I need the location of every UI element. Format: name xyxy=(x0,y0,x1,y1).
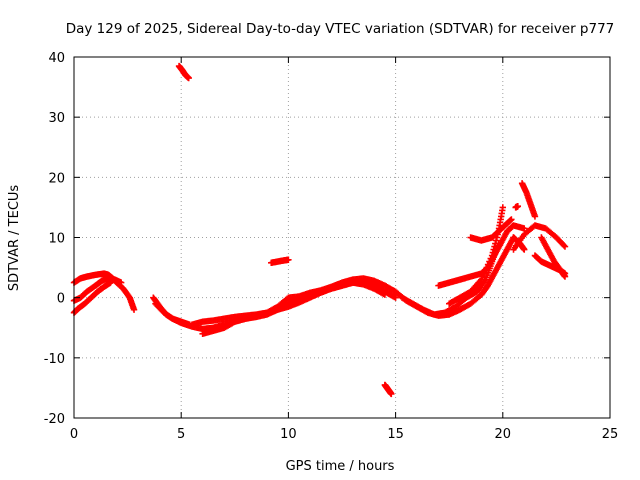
data-point xyxy=(285,256,292,263)
data-point xyxy=(514,203,522,210)
series-track-g xyxy=(188,275,399,328)
y-tick-label: 10 xyxy=(48,232,65,247)
y-axis-label: SDTVAR / TECUs xyxy=(7,185,22,292)
x-tick-label: 15 xyxy=(387,427,404,442)
data-point xyxy=(521,225,528,232)
data-point xyxy=(117,279,125,286)
tick-layer: 0 5 10 15 20 25 -20 -10 0 10 20 30 40 xyxy=(44,51,619,442)
series-track-u xyxy=(381,381,395,398)
series-track-l xyxy=(467,216,515,244)
x-tick-label: 10 xyxy=(280,427,297,442)
y-tick-label: -20 xyxy=(44,412,65,427)
y-tick-label: -10 xyxy=(44,352,65,367)
series-track-c xyxy=(70,279,114,316)
series-track-s xyxy=(175,62,192,82)
data-point xyxy=(561,243,569,250)
data-layer xyxy=(70,62,569,398)
data-point xyxy=(130,306,138,313)
x-axis-label: GPS time / hours xyxy=(286,459,395,474)
data-point xyxy=(531,213,539,220)
chart-title: Day 129 of 2025, Sidereal Day-to-day VTE… xyxy=(66,21,615,37)
series-track-q xyxy=(510,234,528,253)
data-point xyxy=(499,204,506,211)
data-point xyxy=(491,243,498,250)
series-track-r xyxy=(512,203,522,211)
y-tick-label: 40 xyxy=(48,51,65,66)
y-tick-label: 30 xyxy=(48,111,65,126)
data-point xyxy=(107,279,114,286)
data-point xyxy=(521,246,528,253)
series-track-t xyxy=(268,256,292,266)
data-point xyxy=(490,246,497,253)
y-tick-label: 20 xyxy=(48,171,65,186)
series-track-n xyxy=(518,180,539,220)
data-point xyxy=(392,294,399,301)
data-point xyxy=(185,74,192,82)
x-tick-label: 5 xyxy=(177,427,185,442)
x-tick-label: 20 xyxy=(495,427,512,442)
data-point xyxy=(560,242,568,249)
series-track-f xyxy=(199,279,389,337)
series-track-p xyxy=(538,234,569,280)
data-point xyxy=(492,237,500,244)
data-point xyxy=(388,390,395,398)
data-point xyxy=(508,216,515,223)
y-tick-label: 0 xyxy=(57,292,65,307)
series-track-j xyxy=(435,222,528,289)
x-tick-label: 25 xyxy=(602,427,619,442)
data-point xyxy=(561,273,569,280)
grid-layer xyxy=(74,57,610,418)
series-track-b xyxy=(70,274,125,304)
data-point xyxy=(381,291,389,298)
data-point xyxy=(488,252,496,259)
x-tick-label: 0 xyxy=(70,427,78,442)
data-point xyxy=(489,249,497,256)
data-point xyxy=(492,240,499,247)
